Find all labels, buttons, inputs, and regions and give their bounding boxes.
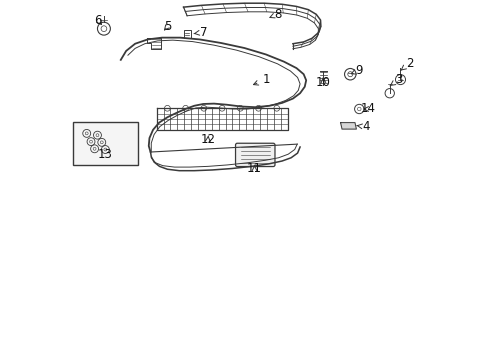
Text: 13: 13: [98, 148, 113, 161]
Text: 6: 6: [94, 14, 102, 27]
FancyBboxPatch shape: [235, 143, 274, 167]
Text: 7: 7: [194, 26, 206, 39]
Text: 12: 12: [200, 133, 215, 146]
Text: 3: 3: [389, 73, 402, 86]
Text: 11: 11: [246, 162, 262, 175]
Text: 5: 5: [163, 20, 171, 33]
Text: 8: 8: [269, 8, 281, 21]
Bar: [183, 31, 190, 38]
Text: 14: 14: [360, 103, 375, 116]
Text: 4: 4: [356, 121, 369, 134]
Text: 1: 1: [253, 73, 269, 86]
Text: 2: 2: [400, 57, 412, 71]
Polygon shape: [340, 123, 356, 129]
Text: 9: 9: [350, 64, 362, 77]
FancyBboxPatch shape: [73, 122, 137, 165]
Text: 10: 10: [315, 76, 330, 89]
